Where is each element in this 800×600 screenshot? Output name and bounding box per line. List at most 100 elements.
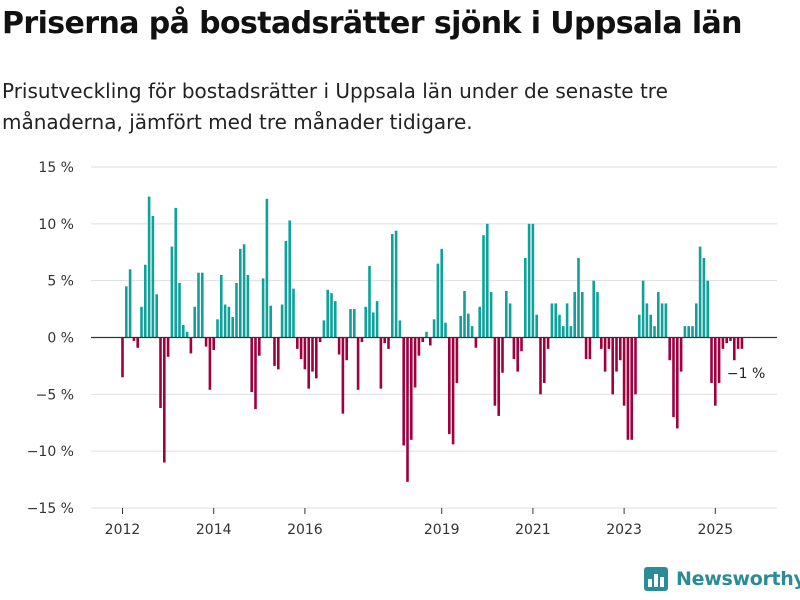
bar — [733, 337, 736, 361]
bar — [725, 337, 728, 344]
bar — [163, 337, 166, 463]
bar — [360, 337, 364, 343]
bar — [337, 337, 341, 355]
bar — [178, 282, 181, 338]
bar — [277, 337, 280, 370]
bar — [683, 326, 687, 338]
bar — [425, 331, 428, 338]
bar — [573, 292, 576, 338]
brand-name: Newsworthy — [676, 568, 800, 590]
bar — [717, 337, 721, 383]
x-tick-label: 2021 — [515, 522, 551, 538]
bar — [125, 286, 128, 338]
bar — [736, 337, 740, 349]
bar — [645, 303, 649, 338]
annotation-label: −1 % — [727, 366, 765, 382]
bar — [364, 306, 367, 338]
bar — [676, 337, 679, 429]
bar — [451, 337, 455, 445]
bar — [687, 326, 690, 338]
bar — [592, 280, 595, 338]
chart-title: Priserna på bostadsrätter sjönk i Uppsal… — [2, 6, 743, 41]
bar — [740, 337, 744, 349]
bar — [341, 337, 345, 414]
bar — [641, 280, 645, 338]
bar — [182, 325, 185, 338]
bar — [543, 337, 546, 383]
bar — [303, 337, 307, 370]
bar — [216, 319, 219, 338]
bar — [554, 303, 557, 338]
bar — [588, 337, 592, 360]
bar — [546, 337, 550, 349]
bar — [349, 309, 352, 338]
y-tick-label: −15 % — [27, 501, 74, 517]
bar — [691, 326, 694, 338]
bar — [535, 314, 538, 338]
bar — [235, 282, 238, 338]
bar — [664, 303, 668, 338]
bar — [455, 337, 459, 383]
y-tick-label: 0 % — [47, 331, 74, 347]
brand-logo: Newsworthy — [643, 566, 800, 592]
bar — [702, 257, 706, 338]
bar — [569, 326, 573, 338]
y-tick-label: 15 % — [38, 160, 74, 176]
bar — [679, 337, 683, 372]
bar — [478, 306, 481, 338]
bar — [486, 223, 489, 338]
chart-subtitle: Prisutveckling för bostadsrätter i Uppsa… — [2, 79, 668, 134]
bar — [653, 326, 656, 338]
bar — [231, 317, 234, 338]
bar — [501, 337, 504, 373]
bar — [524, 257, 527, 338]
bar — [170, 246, 174, 338]
bar — [368, 265, 371, 338]
annotations: −1 % — [727, 366, 765, 382]
bar — [155, 294, 158, 338]
bar — [227, 306, 231, 338]
bar — [322, 320, 326, 338]
bar — [212, 337, 215, 350]
bar — [318, 337, 322, 343]
bar — [280, 304, 284, 338]
bar — [657, 292, 660, 338]
bar — [611, 337, 614, 395]
bar — [166, 337, 170, 357]
bar — [619, 337, 622, 361]
bar-chart: 15 % 10 % 5 % 0 % −5 % −10 % −15 % 2012 2014 2016… — [27, 160, 777, 538]
bar — [208, 337, 212, 390]
bar — [242, 244, 246, 338]
bar — [307, 337, 310, 389]
gridlines — [91, 166, 777, 509]
bar — [132, 337, 136, 341]
bar — [626, 337, 630, 440]
bar — [254, 337, 257, 410]
bar — [334, 301, 337, 338]
x-tick-label: 2016 — [287, 522, 323, 538]
bar — [622, 337, 626, 406]
bar — [463, 290, 466, 338]
bar — [467, 313, 470, 338]
bar — [421, 337, 424, 343]
bar — [136, 337, 139, 348]
bar — [189, 337, 193, 354]
bar — [311, 337, 314, 372]
bar — [493, 337, 497, 406]
bar — [410, 337, 413, 440]
bar — [273, 337, 276, 366]
bar — [284, 240, 288, 338]
bar — [151, 215, 155, 338]
bar — [531, 223, 535, 338]
bar — [714, 337, 717, 406]
bar — [634, 337, 637, 395]
bar — [482, 235, 485, 338]
bar — [508, 303, 512, 338]
bar — [394, 230, 398, 338]
bar — [128, 269, 132, 338]
bar — [383, 337, 386, 344]
bar — [550, 303, 554, 338]
x-tick-label: 2025 — [697, 522, 733, 538]
bar — [292, 288, 295, 338]
bar — [288, 220, 291, 338]
